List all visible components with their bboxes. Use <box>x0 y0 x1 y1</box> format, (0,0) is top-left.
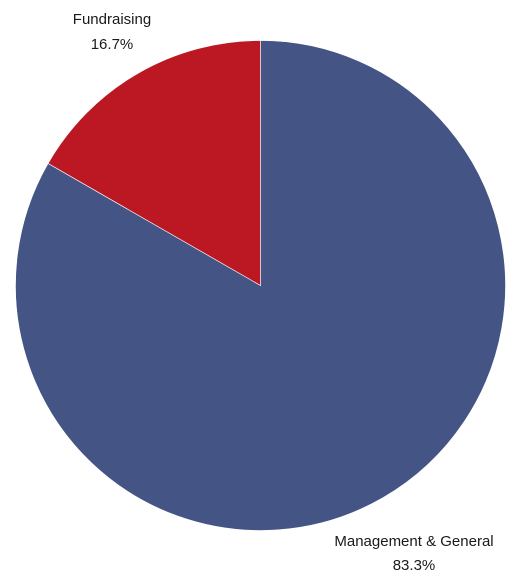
slice-percent-label: 16.7% <box>91 36 134 53</box>
slice-percent-label: 83.3% <box>393 557 436 574</box>
slice-label: Management & General <box>334 533 493 550</box>
pie-slices <box>15 40 506 531</box>
pie-slice-fundraising <box>47 40 261 287</box>
slice-label: Fundraising <box>73 11 151 28</box>
pie-labels: Management & General 83.3% Fundraising 16.7… <box>73 11 494 574</box>
pie-slice-management-general <box>15 40 506 531</box>
